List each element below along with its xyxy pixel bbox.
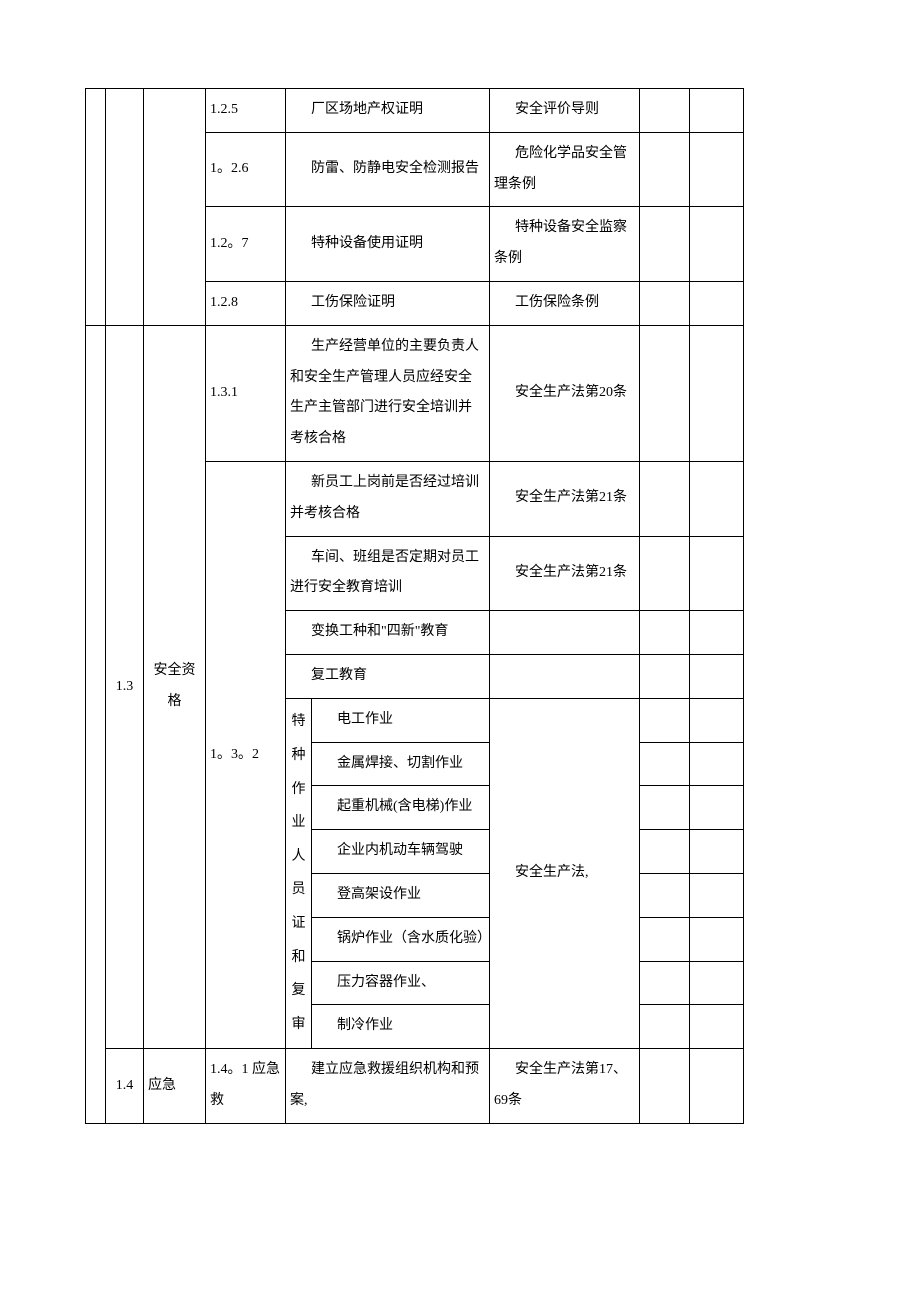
cell-code: 1。2.6 <box>206 132 286 207</box>
cell-special-item: 企业内机动车辆驾驶 <box>312 830 490 874</box>
cell-blank <box>640 461 690 536</box>
cell-section-title: 应急 <box>144 1049 206 1124</box>
cell-blank <box>640 917 690 961</box>
cell-blank <box>690 917 744 961</box>
cell-blank <box>106 89 144 326</box>
cell-blank <box>640 325 690 461</box>
cell-section-num: 1.3 <box>106 325 144 1048</box>
cell-blank <box>690 873 744 917</box>
cell-desc: 变换工种和"四新"教育 <box>286 611 490 655</box>
cell-blank <box>490 654 640 698</box>
cell-blank <box>640 873 690 917</box>
cell-blank <box>86 325 106 1123</box>
cell-blank <box>640 207 690 282</box>
cell-blank <box>690 961 744 1005</box>
cell-basis: 安全生产法, <box>490 698 640 1048</box>
cell-basis: 安全生产法第20条 <box>490 325 640 461</box>
page: 1.2.5 厂区场地产权证明 安全评价导则 1。2.6 防雷、防静电安全检测报告… <box>0 0 920 1302</box>
cell-desc: 复工教育 <box>286 654 490 698</box>
cell-blank <box>690 132 744 207</box>
table-row: 1.2.5 厂区场地产权证明 安全评价导则 <box>86 89 744 133</box>
cell-blank <box>690 1005 744 1049</box>
cell-basis: 特种设备安全监察条例 <box>490 207 640 282</box>
cell-desc: 车间、班组是否定期对员工进行安全教育培训 <box>286 536 490 611</box>
cell-basis: 安全生产法第21条 <box>490 461 640 536</box>
cell-blank <box>690 786 744 830</box>
cell-basis: 安全评价导则 <box>490 89 640 133</box>
cell-blank <box>490 611 640 655</box>
cell-special-item: 制冷作业 <box>312 1005 490 1049</box>
cell-code: 1。3。2 <box>206 461 286 1048</box>
cell-blank <box>640 281 690 325</box>
table-row: 1.3 安全资格 1.3.1 生产经营单位的主要负责人和安全生产管理人员应经安全… <box>86 325 744 461</box>
cell-blank <box>690 742 744 786</box>
cell-special-item: 压力容器作业、 <box>312 961 490 1005</box>
cell-blank <box>640 961 690 1005</box>
cell-basis: 危险化学品安全管理条例 <box>490 132 640 207</box>
cell-desc: 建立应急救援组织机构和预案, <box>286 1049 490 1124</box>
cell-blank <box>690 325 744 461</box>
cell-special-item: 登高架设作业 <box>312 873 490 917</box>
cell-desc: 防雷、防静电安全检测报告 <box>286 132 490 207</box>
cell-blank <box>640 742 690 786</box>
cell-special-item: 锅炉作业（含水质化验） <box>312 917 490 961</box>
cell-desc: 特种设备使用证明 <box>286 207 490 282</box>
cell-blank <box>144 89 206 326</box>
cell-blank <box>690 536 744 611</box>
cell-special-item: 起重机械(含电梯)作业 <box>312 786 490 830</box>
cell-section-num: 1.4 <box>106 1049 144 1124</box>
cell-desc: 厂区场地产权证明 <box>286 89 490 133</box>
cell-section-title: 安全资格 <box>144 325 206 1048</box>
cell-desc: 工伤保险证明 <box>286 281 490 325</box>
cell-blank <box>640 89 690 133</box>
cell-blank <box>690 207 744 282</box>
cell-blank <box>690 654 744 698</box>
cell-blank <box>640 654 690 698</box>
cell-blank <box>690 611 744 655</box>
regulation-table: 1.2.5 厂区场地产权证明 安全评价导则 1。2.6 防雷、防静电安全检测报告… <box>85 88 744 1124</box>
cell-blank <box>690 698 744 742</box>
cell-blank <box>640 830 690 874</box>
cell-blank <box>640 1049 690 1124</box>
cell-code: 1.2。7 <box>206 207 286 282</box>
cell-code: 1.2.5 <box>206 89 286 133</box>
cell-code: 1.2.8 <box>206 281 286 325</box>
cell-blank <box>690 1049 744 1124</box>
cell-blank <box>690 281 744 325</box>
cell-blank <box>640 1005 690 1049</box>
cell-blank <box>690 89 744 133</box>
cell-blank <box>640 786 690 830</box>
cell-blank <box>640 611 690 655</box>
cell-blank <box>690 461 744 536</box>
cell-blank <box>86 89 106 326</box>
cell-special-item: 金属焊接、切割作业 <box>312 742 490 786</box>
cell-blank <box>640 698 690 742</box>
cell-special-header: 特种作业人员证和复审 <box>286 698 312 1048</box>
cell-desc: 生产经营单位的主要负责人和安全生产管理人员应经安全生产主管部门进行安全培训并考核… <box>286 325 490 461</box>
cell-blank <box>640 536 690 611</box>
cell-basis: 工伤保险条例 <box>490 281 640 325</box>
cell-code: 1.4。1 应急救 <box>206 1049 286 1124</box>
cell-basis: 安全生产法第21条 <box>490 536 640 611</box>
cell-blank <box>640 132 690 207</box>
cell-blank <box>690 830 744 874</box>
table-row: 1.4 应急 1.4。1 应急救 建立应急救援组织机构和预案, 安全生产法第17… <box>86 1049 744 1124</box>
cell-code: 1.3.1 <box>206 325 286 461</box>
cell-special-item: 电工作业 <box>312 698 490 742</box>
cell-basis: 安全生产法第17、69条 <box>490 1049 640 1124</box>
cell-desc: 新员工上岗前是否经过培训并考核合格 <box>286 461 490 536</box>
